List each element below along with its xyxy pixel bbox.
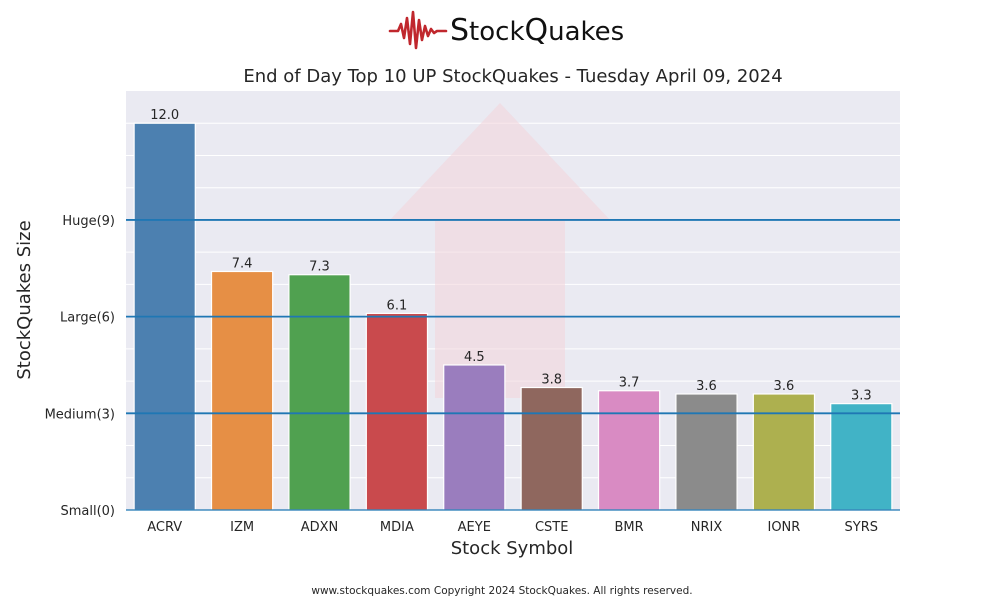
data-label-bmr: 3.7: [619, 376, 640, 391]
y-tick-label: Large(6): [60, 311, 115, 326]
data-labels: 12.0 7.4 7.3 6.1 4.5 3.8 3.7 3.6 3.6 3.3: [150, 108, 871, 403]
bar-ionr: [752, 393, 816, 511]
data-label-adxn: 7.3: [309, 260, 330, 275]
bar-syrs: [830, 403, 893, 511]
y-tick-label: Huge(9): [62, 214, 115, 229]
x-tick-mdia: MDIA: [380, 520, 414, 535]
x-tick-adxn: ADXN: [301, 520, 339, 535]
data-label-acrv: 12.0: [150, 108, 179, 123]
data-label-cste: 3.8: [541, 373, 562, 388]
x-tick-cste: CSTE: [535, 520, 568, 535]
x-axis-label: Stock Symbol: [451, 538, 574, 559]
bar-nrix: [675, 393, 738, 511]
x-tick-syrs: SYRS: [845, 520, 878, 535]
bar-mdia: [365, 312, 429, 511]
chart-title: End of Day Top 10 UP StockQuakes - Tuesd…: [243, 66, 782, 87]
x-tick-nrix: NRIX: [691, 520, 723, 535]
x-tick-labels: ACRV IZM ADXN MDIA AEYE CSTE BMR NRIX IONR SYRS: [147, 520, 878, 535]
bar-izm: [210, 270, 274, 511]
bar-adxn: [288, 274, 351, 511]
seismograph-icon: [388, 10, 448, 50]
x-tick-ionr: IONR: [767, 520, 800, 535]
footer-copyright: www.stockquakes.com Copyright 2024 Stock…: [311, 585, 692, 597]
data-label-aeye: 4.5: [464, 350, 485, 365]
data-label-nrix: 3.6: [696, 379, 717, 394]
bar-aeye: [443, 364, 506, 511]
x-tick-izm: IZM: [230, 520, 254, 535]
y-tick-label: Small(0): [60, 504, 115, 519]
x-tick-acrv: ACRV: [147, 520, 182, 535]
stockquakes-logo: StockQuakes: [388, 10, 624, 50]
data-label-izm: 7.4: [232, 256, 253, 271]
x-tick-aeye: AEYE: [458, 520, 491, 535]
logo-wordmark: StockQuakes: [450, 13, 624, 48]
y-tick-labels: Small(0) Medium(3) Large(6) Huge(9): [45, 214, 115, 519]
bar-bmr: [597, 390, 661, 511]
y-tick-label: Medium(3): [45, 407, 115, 422]
data-label-syrs: 3.3: [851, 389, 872, 404]
up-arrow-watermark: [389, 103, 611, 398]
data-label-mdia: 6.1: [387, 298, 408, 313]
reference-lines: [126, 219, 900, 511]
data-label-ionr: 3.6: [774, 379, 795, 394]
bar-cste: [520, 386, 583, 511]
y-axis-label: StockQuakes Size: [14, 220, 35, 379]
x-tick-bmr: BMR: [615, 520, 644, 535]
